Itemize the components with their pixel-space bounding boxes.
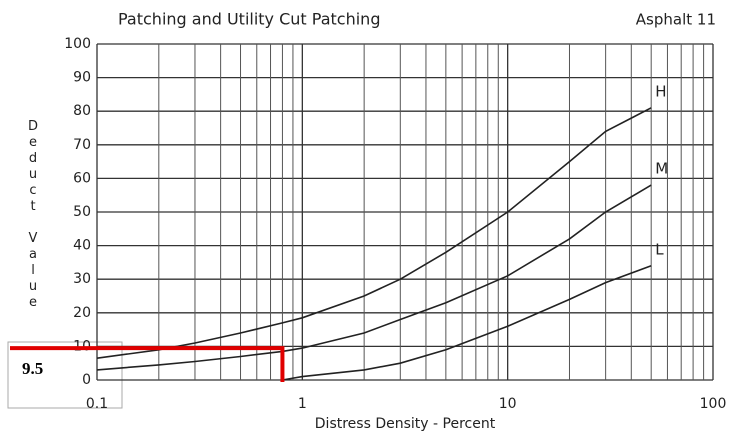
y-tick-label: 0 bbox=[82, 372, 91, 388]
y-axis-label: Deduct Value bbox=[26, 119, 41, 311]
annotation-line bbox=[10, 346, 285, 382]
y-tick-label: 30 bbox=[73, 271, 91, 287]
y-tick-label: 20 bbox=[73, 305, 91, 321]
y-tick-label: 80 bbox=[73, 103, 91, 119]
chart-title: Patching and Utility Cut Patching bbox=[118, 10, 380, 29]
y-tick-label: 40 bbox=[73, 238, 91, 254]
series-label: M bbox=[655, 160, 668, 178]
x-tick-label: 100 bbox=[700, 396, 727, 412]
x-axis-label: Distress Density - Percent bbox=[315, 416, 496, 432]
y-tick-label: 70 bbox=[73, 137, 91, 153]
curve bbox=[96, 184, 652, 371]
y-tick-label: 100 bbox=[64, 36, 91, 52]
annotation-box bbox=[7, 341, 123, 409]
annotation-label: 9.5 bbox=[22, 359, 43, 378]
y-tick-label: 90 bbox=[73, 70, 91, 86]
x-tick-label: 10 bbox=[499, 396, 517, 412]
y-tick-label: 60 bbox=[73, 170, 91, 186]
x-tick-label: 0.1 bbox=[86, 396, 108, 412]
y-tick-label: 50 bbox=[73, 204, 91, 220]
series-label: L bbox=[655, 240, 664, 258]
series-label: H bbox=[655, 82, 666, 100]
chart-subtitle: Asphalt 11 bbox=[636, 11, 716, 29]
x-tick-label: 1 bbox=[298, 396, 307, 412]
curve bbox=[96, 107, 652, 359]
curve bbox=[282, 265, 652, 381]
